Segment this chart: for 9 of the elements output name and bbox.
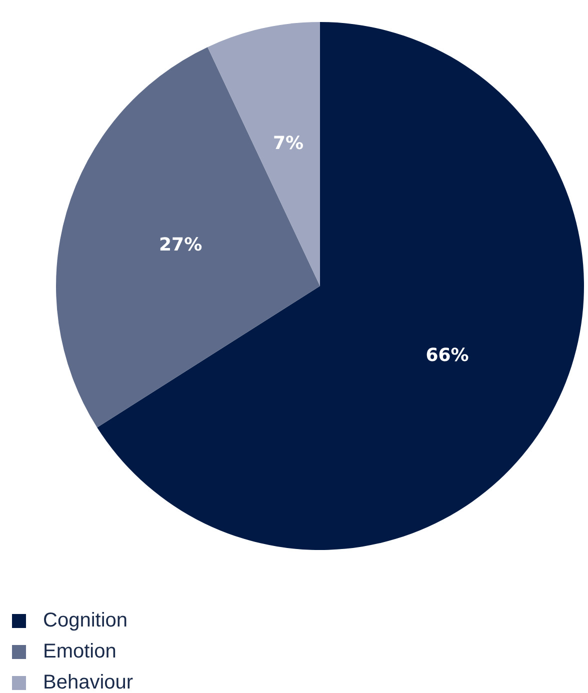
pie-slice <box>56 47 320 428</box>
pie-slice <box>208 22 320 286</box>
legend-label: Emotion <box>43 640 116 662</box>
legend-label: Behaviour <box>43 671 134 693</box>
data-label: 7% <box>273 133 304 154</box>
data-label: 66% <box>426 344 469 366</box>
legend-label: Cognition <box>43 609 128 632</box>
pie-slice <box>97 22 584 550</box>
data-label: 27% <box>159 234 202 256</box>
